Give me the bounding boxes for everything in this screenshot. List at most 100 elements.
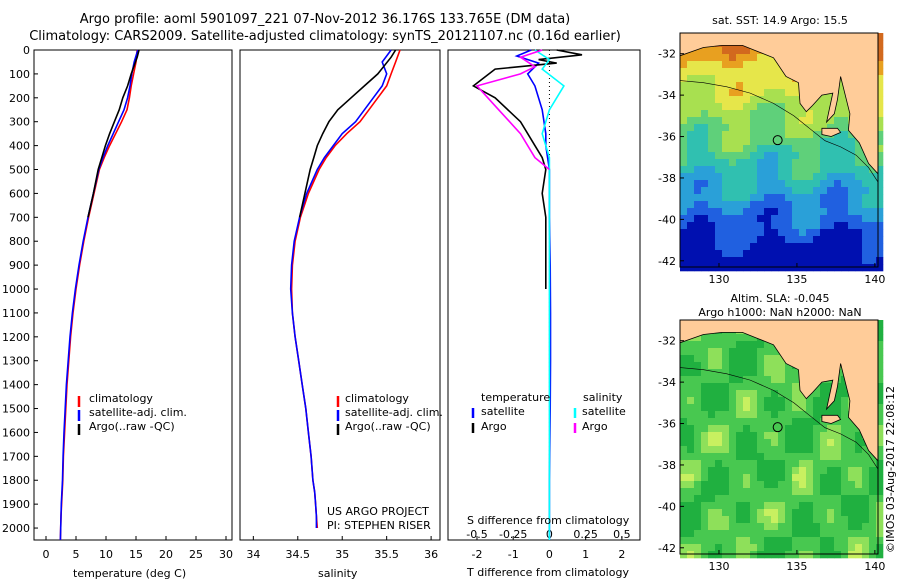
map-cell — [778, 523, 786, 531]
map-cell — [855, 460, 863, 468]
map-lat-tick-label: -36 — [658, 131, 676, 144]
map-cell — [722, 96, 730, 104]
map-cell — [680, 117, 688, 125]
map-cell — [708, 467, 716, 475]
map-cell — [708, 236, 716, 244]
map-cell — [806, 215, 814, 223]
map-cell — [764, 425, 772, 433]
map-cell — [799, 502, 807, 510]
map-cell — [694, 250, 702, 258]
map-cell — [757, 96, 765, 104]
map-cell — [736, 61, 744, 69]
map-cell — [778, 96, 786, 104]
map-cell — [757, 544, 765, 552]
map-cell — [785, 551, 793, 559]
map-cell — [708, 439, 716, 447]
map-cell — [680, 166, 688, 174]
map-cell — [827, 537, 835, 545]
map-cell — [827, 425, 835, 433]
map-cell — [736, 124, 744, 132]
map-cell — [813, 222, 821, 230]
map-cell — [848, 236, 856, 244]
map-cell — [848, 523, 856, 531]
map-cell — [876, 530, 884, 538]
map-cell — [680, 537, 688, 545]
map-cell — [855, 509, 863, 517]
map-cell — [687, 516, 695, 524]
map-cell — [792, 453, 800, 461]
diff-x-tick-label: -1 — [508, 548, 519, 561]
map-cell — [680, 474, 688, 482]
map-cell — [687, 460, 695, 468]
map-cell — [806, 166, 814, 174]
map-cell — [736, 82, 744, 90]
map-cell — [750, 348, 758, 356]
map-cell — [841, 481, 849, 489]
map-cell — [694, 530, 702, 538]
map-cell — [708, 124, 716, 132]
map-cell — [701, 159, 709, 167]
map-cell — [785, 75, 793, 83]
map-cell — [820, 229, 828, 237]
map-cell — [708, 369, 716, 377]
map-cell — [736, 229, 744, 237]
map-cell — [736, 516, 744, 524]
map-cell — [799, 110, 807, 118]
s-diff-argo-line — [475, 49, 550, 171]
depth-tick-label: 100 — [9, 68, 30, 81]
map-cell — [708, 215, 716, 223]
map-cell — [722, 446, 730, 454]
map-cell — [806, 110, 814, 118]
map-cell — [799, 257, 807, 265]
map-cell — [694, 159, 702, 167]
map-cell — [743, 96, 751, 104]
map-cell — [778, 215, 786, 223]
map-cell — [820, 257, 828, 265]
map-cell — [722, 544, 730, 552]
map-cell — [736, 334, 744, 342]
map-cell — [708, 166, 716, 174]
map-cell — [834, 187, 842, 195]
map-cell — [736, 432, 744, 440]
map-cell — [729, 418, 737, 426]
map-cell — [778, 411, 786, 419]
map-cell — [855, 243, 863, 251]
map-cell — [729, 47, 737, 55]
map-cell — [708, 376, 716, 384]
map-cell — [701, 474, 709, 482]
map-cell — [701, 117, 709, 125]
map-cell — [764, 117, 772, 125]
map-cell — [792, 523, 800, 531]
map-cell — [722, 250, 730, 258]
map-cell — [736, 411, 744, 419]
map-cell — [764, 348, 772, 356]
map-cell — [792, 131, 800, 139]
map-cell — [736, 467, 744, 475]
map-cell — [715, 509, 723, 517]
map-cell — [715, 201, 723, 209]
map-cell — [806, 187, 814, 195]
map-cell — [701, 89, 709, 97]
map-cell — [778, 257, 786, 265]
map-cell — [827, 474, 835, 482]
map-cell — [834, 481, 842, 489]
map-cell — [834, 243, 842, 251]
map-cell — [799, 537, 807, 545]
map-cell — [876, 222, 884, 230]
map-lat-tick-label: -36 — [658, 418, 676, 431]
depth-tick-label: 400 — [9, 140, 30, 153]
map-cell — [764, 369, 772, 377]
map-cell — [820, 194, 828, 202]
map-cell — [722, 341, 730, 349]
map-cell — [708, 152, 716, 160]
map-cell — [799, 404, 807, 412]
map-cell — [876, 488, 884, 496]
map-cell — [813, 397, 821, 405]
map-cell — [813, 488, 821, 496]
map-cell — [841, 103, 849, 111]
argo-float-marker — [772, 422, 783, 433]
kangaroo-island — [821, 414, 842, 424]
map-cell — [757, 250, 765, 258]
map-cell — [813, 453, 821, 461]
map-cell — [813, 229, 821, 237]
